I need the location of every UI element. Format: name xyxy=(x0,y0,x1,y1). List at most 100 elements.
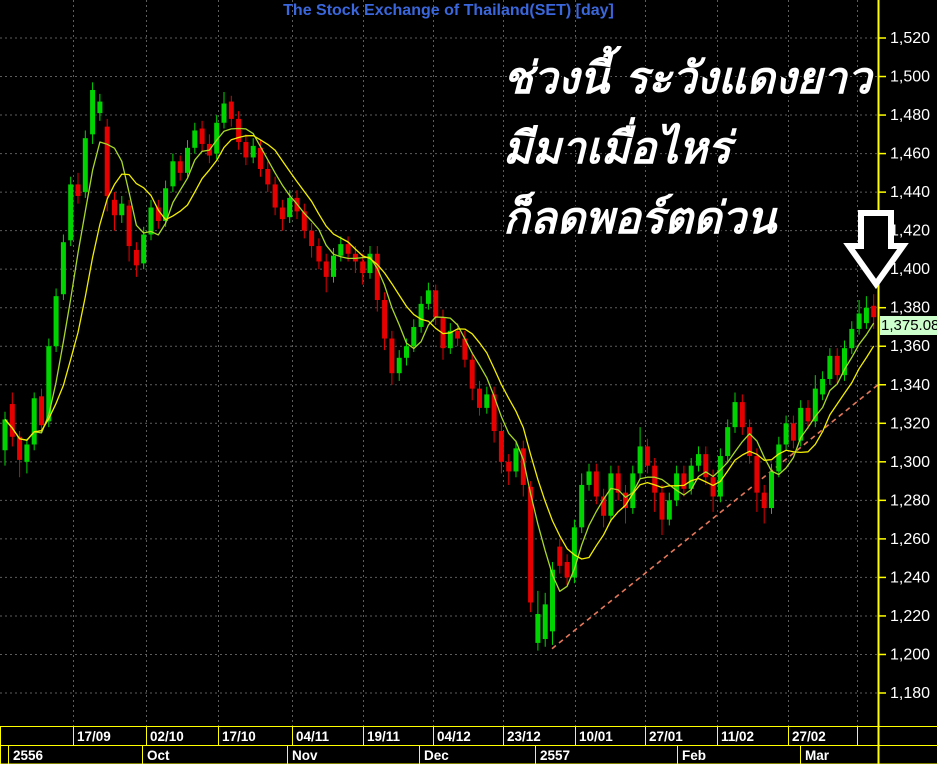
candle-up xyxy=(53,296,59,347)
date-tick-label: 04/11 xyxy=(296,729,330,744)
candle-up xyxy=(221,103,227,123)
last-price-tag: 1,375.08 xyxy=(880,316,937,335)
candle-down xyxy=(557,546,563,566)
candle-up xyxy=(696,454,701,466)
candle-down xyxy=(681,473,687,489)
candle-up xyxy=(250,145,256,158)
candle-down xyxy=(9,404,15,437)
candle-down xyxy=(601,496,607,516)
candle-down xyxy=(761,492,767,509)
ma-slow-line xyxy=(4,134,875,560)
candle-down xyxy=(323,261,329,277)
candle-up xyxy=(331,255,336,277)
candle-down xyxy=(104,126,110,196)
candle-down xyxy=(382,300,388,339)
candle-down xyxy=(360,261,366,274)
candle-down xyxy=(243,142,249,158)
candle-up xyxy=(571,527,577,578)
y-axis-label: 1,480 xyxy=(890,107,930,124)
month-label: 2556 xyxy=(13,748,44,763)
candle-up xyxy=(586,471,592,485)
candle-down xyxy=(652,465,658,493)
y-axis-label: 1,180 xyxy=(890,685,930,702)
y-axis-label: 1,380 xyxy=(890,300,930,317)
candle-down xyxy=(345,244,351,254)
candle-down xyxy=(352,253,358,262)
y-axis-label: 1,320 xyxy=(890,415,930,432)
candle-up xyxy=(666,500,672,520)
candle-up xyxy=(82,138,88,193)
candle-down xyxy=(258,147,263,169)
candle-down xyxy=(871,305,877,318)
y-axis-label: 1,280 xyxy=(890,492,930,509)
candle-down xyxy=(754,456,760,493)
candle-down xyxy=(790,423,796,441)
candle-down xyxy=(462,338,468,360)
candle-down xyxy=(433,290,439,318)
candle-down xyxy=(520,448,526,485)
date-tick-label: 02/10 xyxy=(150,729,184,744)
candle-up xyxy=(31,398,37,445)
date-tick-label: 27/02 xyxy=(792,729,826,744)
y-axis-label: 1,340 xyxy=(890,377,930,394)
candle-down xyxy=(615,473,621,493)
candle-down xyxy=(455,330,461,339)
y-axis-label: 1,220 xyxy=(890,608,930,625)
candle-up xyxy=(579,484,585,528)
candle-up xyxy=(141,234,147,264)
date-tick-label: 17/10 xyxy=(222,729,256,744)
candle-up xyxy=(535,614,541,643)
month-label: Feb xyxy=(682,748,706,763)
candle-down xyxy=(236,118,242,143)
candle-down xyxy=(39,396,44,426)
candle-up xyxy=(418,303,424,327)
y-axis-label: 1,260 xyxy=(890,531,930,548)
annotation-line: มีมาเมื่อไหร่ xyxy=(503,123,731,174)
y-axis-label: 1,520 xyxy=(890,30,930,47)
date-tick-label: 17/09 xyxy=(77,729,111,744)
candle-down xyxy=(316,246,322,262)
candle-up xyxy=(732,402,738,428)
y-axis: 1,520 1,500 1,480 1,460 1,440 1,420 1,400 1,380… xyxy=(877,0,930,764)
date-tick-label: 10/01 xyxy=(579,729,613,744)
candle-up xyxy=(725,427,731,457)
candle-up xyxy=(856,313,862,329)
candle-down xyxy=(17,436,23,460)
candle-down xyxy=(659,492,665,520)
candle-up xyxy=(637,446,643,474)
ma-fast-line xyxy=(4,127,875,592)
candle-up xyxy=(783,423,789,445)
candle-down xyxy=(834,355,840,376)
candle-up xyxy=(849,328,855,349)
candle-down xyxy=(710,477,716,497)
annotation-line: ช่วงนี้ ระวังแดงยาว xyxy=(503,53,872,104)
chart-title: The Stock Exchange of Thailand(SET) [day… xyxy=(283,2,614,19)
candle-up xyxy=(411,326,417,347)
date-tick-label: 04/12 xyxy=(437,729,471,744)
candle-up xyxy=(163,188,169,222)
candle-up xyxy=(842,348,847,376)
candle-up xyxy=(185,147,190,173)
candle-up xyxy=(119,203,125,216)
date-tick-label: 27/01 xyxy=(649,729,683,744)
candle-down xyxy=(265,169,271,185)
candle-down xyxy=(272,184,278,208)
month-label: 2557 xyxy=(540,748,570,763)
month-label: Nov xyxy=(292,748,318,763)
grid-layer xyxy=(0,0,878,726)
candle-down xyxy=(528,486,534,603)
candle-down xyxy=(506,461,512,472)
x-axis-table: 17/09 02/10 17/10 04/11 19/11 04/12 23/12 10/01… xyxy=(0,726,937,764)
candle-down xyxy=(199,128,205,144)
candle-down xyxy=(279,207,285,220)
date-tick-label: 23/12 xyxy=(507,729,541,744)
candle-up xyxy=(630,473,636,509)
candle-up xyxy=(192,130,198,148)
down-arrow-annotation xyxy=(843,210,909,290)
candle-down xyxy=(498,431,504,462)
candle-down xyxy=(126,205,132,247)
candle-down xyxy=(228,101,234,119)
candle-up xyxy=(367,253,373,274)
